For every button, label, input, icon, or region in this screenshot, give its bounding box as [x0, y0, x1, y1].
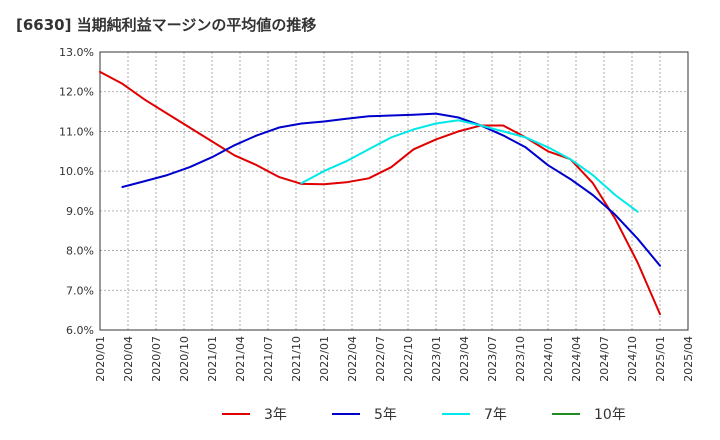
legend-label: 7年: [484, 407, 507, 423]
x-tick-label: 2020/01: [94, 336, 107, 382]
x-tick-label: 2022/01: [318, 336, 331, 382]
x-tick-label: 2024/04: [570, 336, 583, 382]
y-tick-label: 8.0%: [66, 245, 94, 258]
x-tick-label: 2022/10: [402, 336, 415, 382]
x-tick-label: 2021/01: [206, 336, 219, 382]
legend: 3年 5年 7年 10年: [222, 407, 626, 423]
x-tick-label: 2025/04: [682, 336, 695, 382]
series-lines: [99, 70, 661, 316]
plot-area-frame: [99, 51, 689, 331]
y-tick-label: 12.0%: [59, 86, 94, 99]
x-tick-label: 2020/10: [178, 336, 191, 382]
x-tick-label: 2020/04: [122, 336, 135, 382]
y-tick-label: 13.0%: [59, 46, 94, 59]
legend-label: 3年: [264, 407, 287, 423]
x-tick-label: 2021/10: [290, 336, 303, 382]
y-tick-label: 11.0%: [59, 125, 94, 138]
x-tick-label: 2022/07: [374, 336, 387, 382]
x-tick-label: 2022/04: [346, 336, 359, 382]
x-tick-label: 2024/07: [598, 336, 611, 382]
x-tick-label: 2023/10: [514, 336, 527, 382]
legend-label: 5年: [374, 407, 397, 423]
y-axis-ticks: 13.0% 12.0% 11.0% 10.0% 9.0% 8.0% 7.0% 6.0%: [59, 46, 94, 337]
series-line-7年: [300, 119, 639, 213]
x-tick-label: 2023/04: [458, 336, 471, 382]
grid-lines: [99, 51, 689, 331]
y-tick-label: 6.0%: [66, 324, 94, 337]
y-tick-label: 7.0%: [66, 284, 94, 297]
y-tick-label: 9.0%: [66, 205, 94, 218]
x-tick-label: 2023/07: [486, 336, 499, 382]
series-line-5年: [121, 112, 661, 267]
x-tick-label: 2024/01: [542, 336, 555, 382]
x-tick-label: 2024/10: [626, 336, 639, 382]
x-tick-label: 2020/07: [150, 336, 163, 382]
y-tick-label: 10.0%: [59, 165, 94, 178]
x-axis-ticks: 2020/01 2020/04 2020/07 2020/10 2021/01 2021/…: [94, 336, 695, 382]
x-tick-label: 2023/01: [430, 336, 443, 382]
x-tick-label: 2021/07: [262, 336, 275, 382]
x-tick-label: 2021/04: [234, 336, 247, 382]
chart-title: [6630] 当期純利益マージンの平均値の推移: [16, 16, 317, 34]
legend-label: 10年: [594, 407, 626, 423]
x-tick-label: 2025/01: [654, 336, 667, 382]
